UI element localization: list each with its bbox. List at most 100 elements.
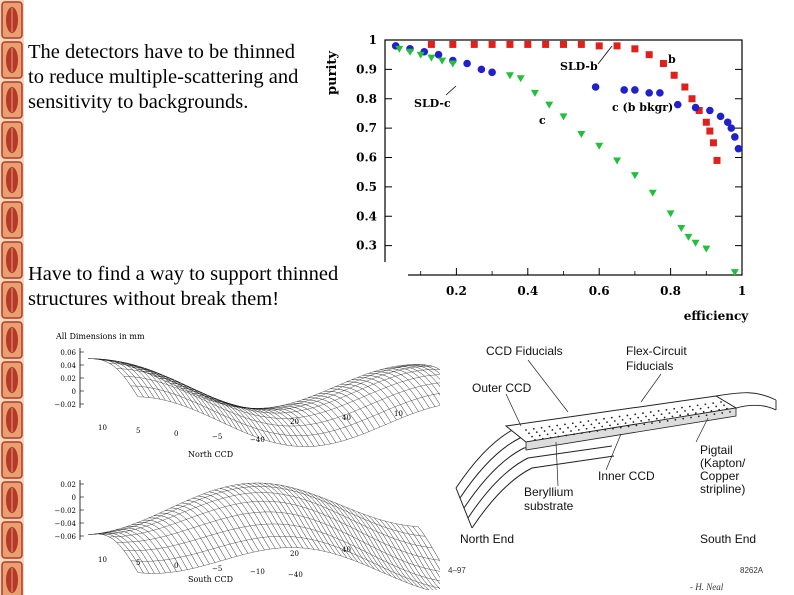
ladder-pixel-dot <box>688 405 691 408</box>
ladder-pixel-dot <box>570 430 572 432</box>
ladder-pixel-dot <box>668 412 671 415</box>
data-point <box>505 72 514 80</box>
ladder-pixel-dot <box>643 423 646 426</box>
border-tile <box>1 161 23 199</box>
ladder-pixel-dot <box>588 431 591 433</box>
data-point <box>631 86 639 94</box>
ccd-ladder-body <box>504 395 738 451</box>
x-tick-label: −40 <box>288 571 303 579</box>
ladder-pixel-dot <box>543 430 546 432</box>
ladder-pixel-dot <box>658 421 661 423</box>
ladder-pixel-dot <box>629 417 632 420</box>
ladder-pixel-dot <box>691 408 694 411</box>
series-b <box>427 40 721 164</box>
data-point <box>577 131 586 138</box>
data-point <box>438 57 447 65</box>
border-tile <box>1 441 23 479</box>
label-pigtail-copper: Copper <box>700 469 739 483</box>
data-point <box>631 45 639 53</box>
data-point <box>734 144 743 153</box>
y-tick-label: 40 <box>342 546 351 554</box>
border-tile <box>1 201 23 239</box>
data-point <box>659 60 667 67</box>
pigtail-stripline <box>715 392 777 411</box>
data-point <box>524 40 532 48</box>
label-north-end: North End <box>460 532 514 546</box>
ladder-pixel-dot <box>674 418 677 421</box>
ladder-pixel-dot <box>713 413 716 416</box>
ladder-pixel-dot <box>671 415 674 418</box>
data-point <box>695 107 703 114</box>
x-tick-label: 10 <box>98 424 107 432</box>
x-tick-label: 0.6 <box>589 284 610 298</box>
data-point <box>488 40 496 48</box>
data-point <box>613 42 621 50</box>
ladder-pixel-dot <box>619 426 622 429</box>
data-point <box>656 89 664 97</box>
ladder-pixel-dot <box>704 403 707 406</box>
data-point <box>542 40 550 48</box>
data-point <box>530 89 539 97</box>
border-tile <box>1 361 23 399</box>
data-point <box>666 210 675 218</box>
ladder-pixel-dot <box>564 423 566 426</box>
border-tile <box>1 561 23 595</box>
x-axis-label: efficiency <box>684 309 750 323</box>
ladder-pixel-dot <box>702 411 705 413</box>
annotation-c: c <box>539 114 546 127</box>
ladder-pixel-dot <box>690 416 692 419</box>
data-point <box>702 118 710 126</box>
data-point <box>395 45 404 53</box>
ladder-pixel-dot <box>535 431 538 434</box>
data-point <box>688 95 696 103</box>
ladder-pixel-dot <box>546 433 549 436</box>
ladder-pixel-dot <box>531 435 533 438</box>
annotation-arrow-sld-c <box>445 85 457 96</box>
ladder-pixel-dot <box>642 412 644 415</box>
data-point <box>427 54 436 62</box>
x-tick-label: 0.4 <box>517 284 538 298</box>
z-tick-label: 0.02 <box>60 481 76 489</box>
border-tile <box>1 81 23 119</box>
ladder-pixel-dot <box>696 404 699 407</box>
data-point <box>727 124 736 132</box>
data-point <box>681 83 689 91</box>
ladder-pixel-dot <box>652 414 655 417</box>
y-tick-label: 0.6 <box>356 151 377 165</box>
y-tick-label: 0.5 <box>356 180 377 194</box>
ladder-pixel-dot <box>624 422 627 425</box>
annotation-sld-b: SLD-b <box>560 60 598 73</box>
border-tile <box>1 321 23 359</box>
data-point <box>723 118 732 127</box>
border-tile <box>1 121 23 159</box>
ladder-pixel-dot <box>684 410 686 412</box>
annotation-arrow-sld-b <box>597 45 613 65</box>
border-tile <box>1 41 23 79</box>
ladder-pixel-dot <box>585 427 588 430</box>
x-tick-label: 0.8 <box>660 284 681 298</box>
data-point <box>463 59 471 68</box>
x-tick-label: 5 <box>136 559 140 567</box>
ladder-pixel-dot <box>640 420 643 422</box>
ladder-pixel-dot <box>556 424 559 427</box>
ladder-pixel-dot <box>657 410 660 412</box>
ladder-pixel-dot <box>557 435 560 438</box>
ladder-pixel-dot <box>645 415 647 418</box>
data-point <box>731 133 739 141</box>
ladder-pixel-dot <box>573 433 575 436</box>
ladder-pixel-dot <box>705 414 708 417</box>
data-point <box>670 71 678 79</box>
ladder-pixel-dot <box>565 434 568 437</box>
ladder-pixel-dot <box>548 425 551 428</box>
data-point <box>448 60 457 68</box>
x-tick-label: −10 <box>250 568 265 576</box>
ladder-pixel-dot <box>655 417 658 420</box>
ladder-pixel-dot <box>541 437 544 440</box>
data-point <box>470 40 478 48</box>
north-ccd-surface-plot: All Dimensions in mm 0.06 0.04 0.02 0 −0.02 1… <box>40 330 440 460</box>
leader-lines <box>505 359 709 487</box>
ladder-pixel-dot <box>651 422 653 424</box>
x-tick-label: 0 <box>174 562 178 570</box>
data-point <box>713 156 721 164</box>
data-point <box>559 113 568 121</box>
